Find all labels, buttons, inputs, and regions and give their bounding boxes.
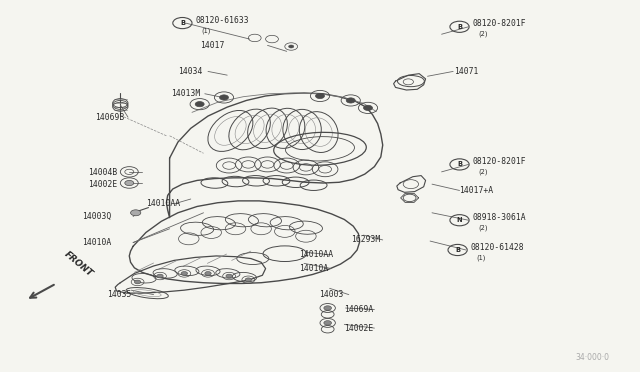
Text: 14069B: 14069B bbox=[95, 113, 124, 122]
Text: 14004B: 14004B bbox=[88, 169, 118, 177]
Circle shape bbox=[324, 306, 332, 310]
Text: 14002E: 14002E bbox=[88, 180, 118, 189]
Circle shape bbox=[131, 210, 141, 216]
Text: 14013M: 14013M bbox=[172, 89, 201, 98]
Circle shape bbox=[289, 45, 294, 48]
Circle shape bbox=[181, 272, 188, 275]
Circle shape bbox=[125, 180, 134, 186]
Text: B: B bbox=[180, 20, 185, 26]
Text: 16293M: 16293M bbox=[351, 235, 380, 244]
Text: (2): (2) bbox=[479, 224, 488, 231]
Text: 14010A: 14010A bbox=[300, 264, 329, 273]
Text: 34·000·0: 34·000·0 bbox=[575, 353, 609, 362]
Text: 14003: 14003 bbox=[319, 290, 343, 299]
Text: 14069A: 14069A bbox=[344, 305, 374, 314]
Text: 14003Q: 14003Q bbox=[82, 212, 111, 221]
Text: 14017+A: 14017+A bbox=[460, 186, 493, 195]
Circle shape bbox=[245, 278, 252, 282]
Circle shape bbox=[195, 102, 204, 107]
Text: 14071: 14071 bbox=[454, 67, 479, 76]
Text: (2): (2) bbox=[479, 31, 488, 38]
Text: (1): (1) bbox=[477, 254, 486, 261]
Text: 14035: 14035 bbox=[108, 290, 132, 299]
Text: 08120-61428: 08120-61428 bbox=[470, 243, 524, 251]
Text: 14010AA: 14010AA bbox=[146, 199, 180, 208]
Circle shape bbox=[134, 280, 141, 284]
Circle shape bbox=[364, 105, 372, 110]
Text: (1): (1) bbox=[202, 27, 211, 34]
Text: B: B bbox=[457, 161, 462, 167]
Text: 08120-8201F: 08120-8201F bbox=[472, 157, 526, 166]
Circle shape bbox=[346, 98, 355, 103]
Text: 14017: 14017 bbox=[200, 41, 224, 50]
Circle shape bbox=[157, 274, 163, 278]
Circle shape bbox=[316, 93, 324, 99]
Circle shape bbox=[226, 274, 232, 278]
Text: 08120-61633: 08120-61633 bbox=[195, 16, 249, 25]
Circle shape bbox=[220, 95, 228, 100]
Circle shape bbox=[205, 272, 211, 275]
Text: FRONT: FRONT bbox=[63, 250, 95, 279]
Text: 08120-8201F: 08120-8201F bbox=[472, 19, 526, 28]
Text: N: N bbox=[457, 217, 462, 223]
Text: (2): (2) bbox=[479, 169, 488, 175]
Text: 14010AA: 14010AA bbox=[300, 250, 333, 259]
Text: B: B bbox=[455, 247, 460, 253]
Text: 14010A: 14010A bbox=[82, 238, 111, 247]
Text: B: B bbox=[457, 24, 462, 30]
Circle shape bbox=[324, 321, 332, 325]
Text: 14034: 14034 bbox=[178, 67, 202, 76]
Text: 14002E: 14002E bbox=[344, 324, 374, 333]
Text: 08918-3061A: 08918-3061A bbox=[472, 213, 526, 222]
